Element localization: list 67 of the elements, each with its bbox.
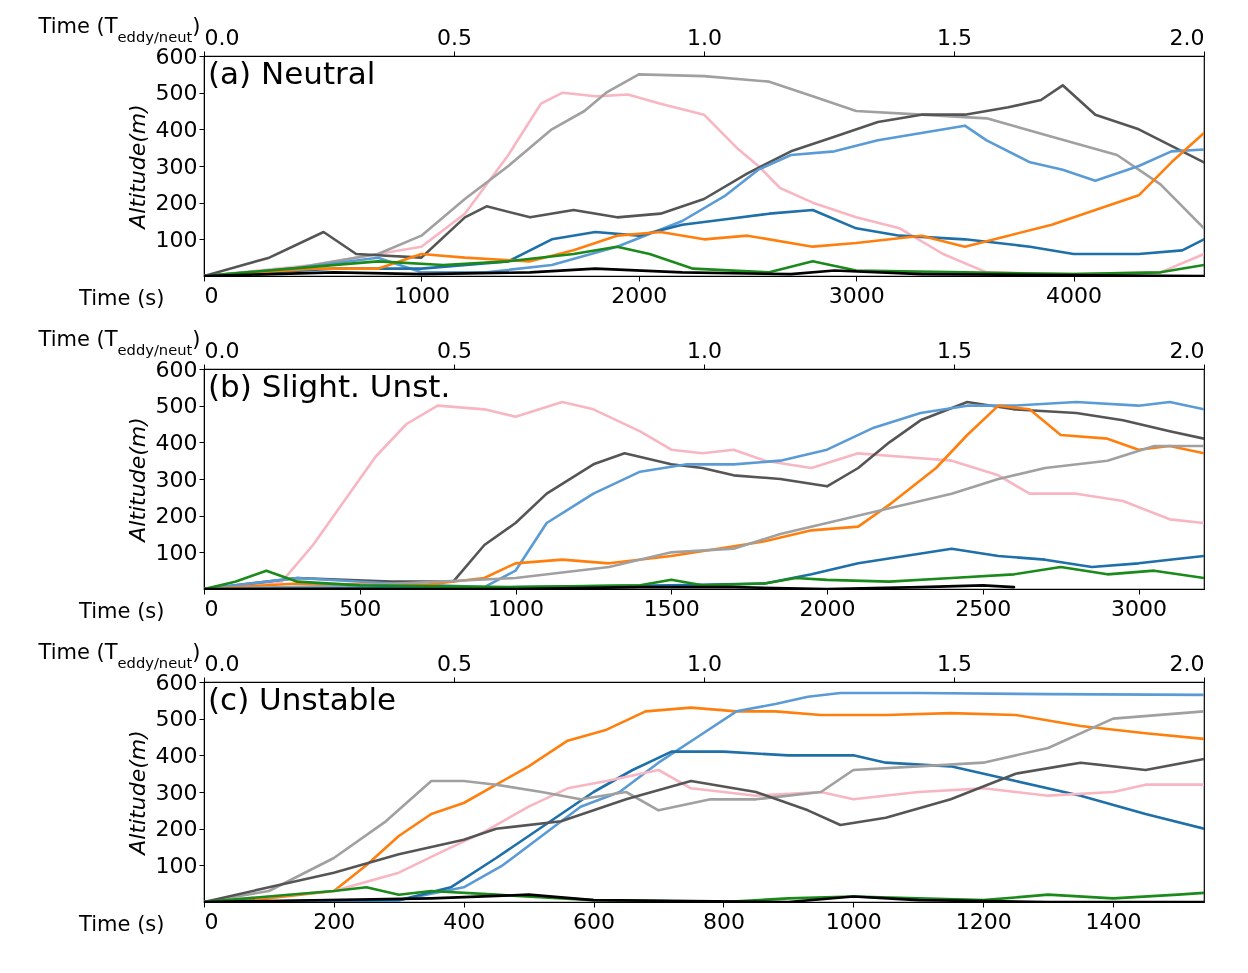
x-tick-label: 1500 (643, 595, 700, 621)
x2-tick-label: 2.0 (1169, 337, 1205, 363)
x2-tick-label: 1.5 (937, 337, 972, 363)
x-tick-label: 800 (702, 908, 745, 934)
x2-tick-label: 1.5 (937, 650, 972, 676)
x-tick-label: 0 (204, 908, 219, 934)
x-tick-label: 2500 (955, 595, 1012, 621)
x-tick-label: 2000 (611, 282, 668, 308)
x-tick-label: 0 (204, 595, 219, 621)
y-tick-label: 200 (155, 503, 198, 529)
x2-tick-label: 0.0 (204, 24, 240, 50)
line-series (204, 245, 1204, 276)
y-tick-label: 200 (155, 190, 198, 216)
x-tick-label: 2000 (799, 595, 856, 621)
x2-tick-label: 1.0 (687, 337, 722, 363)
x-tick-label: 400 (443, 908, 486, 934)
y-tick-label: 300 (155, 466, 198, 492)
annotation: (a) Neutral (208, 55, 376, 91)
x-axis-title: Time (s) (78, 911, 165, 936)
y-axis-title: Altitude(m) (124, 730, 150, 857)
x2-tick-label: 0.5 (437, 337, 472, 363)
x-tick-label: 1400 (1085, 908, 1142, 934)
x-tick-label: 1000 (825, 908, 882, 934)
x-tick-label: 200 (313, 908, 356, 934)
line-series (204, 565, 1204, 589)
x-axis-title: Time (s) (78, 285, 165, 310)
y-tick-label: 300 (155, 779, 198, 805)
x2-tick-label: 0.5 (437, 24, 472, 50)
x2-tick-label: 1.0 (687, 650, 722, 676)
y-axis-title: Altitude(m) (124, 104, 150, 231)
x-tick-label: 500 (339, 595, 382, 621)
x-tick-label: 600 (573, 908, 616, 934)
y-tick-label: 600 (155, 356, 198, 382)
y-axis-title: Altitude(m) (124, 417, 150, 544)
x2-tick-label: 1.0 (687, 24, 722, 50)
x-tick-label: 1200 (955, 908, 1012, 934)
y-tick-label: 600 (155, 669, 198, 695)
x2-tick-label: 0.0 (204, 337, 240, 363)
x-tick-label: 3000 (828, 282, 885, 308)
x2-tick-label: 0.5 (437, 650, 472, 676)
y-tick-label: 300 (155, 153, 198, 179)
x2-tick-label: 2.0 (1169, 24, 1205, 50)
x-tick-label: 4000 (1046, 282, 1103, 308)
annotation: (c) Unstable (208, 681, 397, 717)
x2-axis-title: Time (T$_{eddy/neut}$) (37, 639, 201, 670)
y-tick-label: 100 (155, 539, 198, 565)
y-tick-label: 500 (155, 80, 198, 106)
x-axis-title: Time (s) (78, 598, 165, 623)
y-tick-label: 400 (155, 116, 198, 142)
y-tick-label: 500 (155, 706, 198, 732)
x2-axis-title: Time (T$_{eddy/neut}$) (37, 326, 201, 357)
y-tick-label: 100 (155, 852, 198, 878)
y-tick-label: 400 (155, 429, 198, 455)
x-tick-label: 1000 (488, 595, 545, 621)
y-tick-label: 600 (155, 43, 198, 69)
y-tick-label: 400 (155, 742, 198, 768)
y-tick-label: 100 (155, 226, 198, 252)
y-tick-label: 200 (155, 816, 198, 842)
x2-tick-label: 0.0 (204, 650, 240, 676)
x-tick-label: 3000 (1111, 595, 1168, 621)
y-tick-label: 500 (155, 393, 198, 419)
x2-axis-title: Time (T$_{eddy/neut}$) (37, 13, 201, 44)
x2-tick-label: 1.5 (937, 24, 972, 50)
annotation: (b) Slight. Unst. (208, 368, 451, 404)
x2-tick-label: 2.0 (1169, 650, 1205, 676)
x-tick-label: 1000 (393, 282, 450, 308)
x-tick-label: 0 (204, 282, 219, 308)
